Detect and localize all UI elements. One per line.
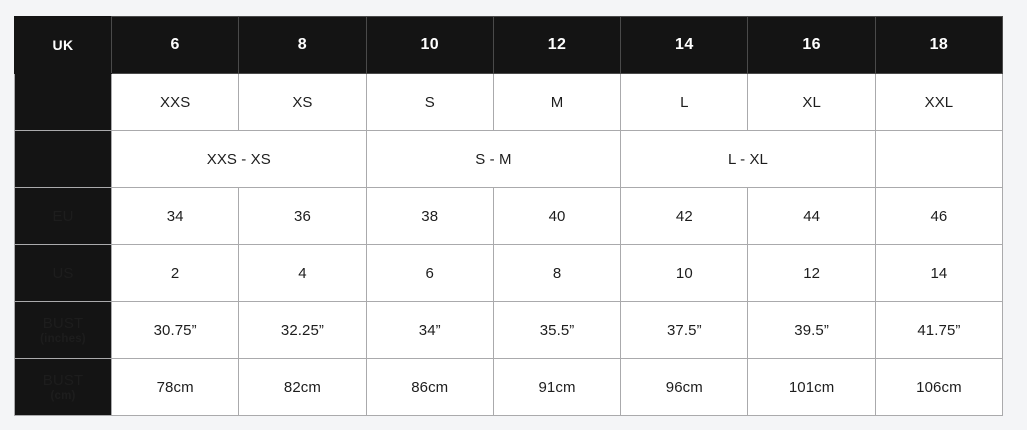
size-chart-container: UK 6 8 10 12 14 16 18 XXS XS S M L X (14, 16, 1004, 416)
row-label-uk: UK (14, 16, 112, 74)
cell-eu-0: 34 (110, 187, 240, 245)
cell-letter-0: XXS (110, 73, 240, 131)
cell-uk-6: 18 (874, 16, 1004, 74)
cell-bust-cm-3: 91cm (492, 358, 622, 416)
table-row-uk: UK 6 8 10 12 14 16 18 (14, 16, 1004, 74)
row-label-unit: (cm) (50, 390, 76, 402)
row-label-text: BUST (42, 372, 84, 389)
table-row-size-range: XXS - XS S - M L - XL (14, 130, 1004, 188)
row-label-text: EU (52, 207, 74, 225)
cell-eu-3: 40 (492, 187, 622, 245)
table-row-letter-size: XXS XS S M L XL XXL (14, 73, 1004, 131)
cell-uk-3: 12 (492, 16, 622, 74)
cell-us-4: 10 (620, 244, 749, 302)
cell-eu-5: 44 (747, 187, 876, 245)
cell-uk-1: 8 (238, 16, 367, 74)
cell-bust-in-0: 30.75” (110, 301, 240, 359)
cell-bust-in-4: 37.5” (620, 301, 749, 359)
cell-letter-1: XS (238, 73, 367, 131)
row-label-bust-cm: BUST (cm) (14, 358, 112, 416)
size-chart-body: UK 6 8 10 12 14 16 18 XXS XS S M L X (14, 16, 1004, 416)
cell-bust-in-2: 34” (365, 301, 494, 359)
cell-us-0: 2 (110, 244, 240, 302)
cell-eu-6: 46 (874, 187, 1004, 245)
cell-range-0: XXS - XS (111, 130, 367, 188)
cell-range-3 (874, 130, 1004, 188)
table-row-bust-cm: BUST (cm) 78cm 82cm 86cm 91cm 96cm 101cm… (14, 358, 1004, 416)
row-label-eu: EU (14, 187, 112, 245)
cell-letter-2: S (365, 73, 494, 131)
cell-bust-in-3: 35.5” (492, 301, 622, 359)
cell-bust-cm-5: 101cm (747, 358, 876, 416)
row-label-us: US (14, 244, 112, 302)
cell-bust-cm-4: 96cm (620, 358, 749, 416)
cell-eu-2: 38 (365, 187, 494, 245)
table-row-eu: EU 34 36 38 40 42 44 46 (14, 187, 1004, 245)
cell-uk-5: 16 (747, 16, 876, 74)
cell-eu-1: 36 (238, 187, 367, 245)
cell-bust-in-1: 32.25” (238, 301, 367, 359)
cell-us-2: 6 (365, 244, 494, 302)
cell-us-5: 12 (747, 244, 876, 302)
cell-bust-cm-1: 82cm (238, 358, 367, 416)
cell-us-1: 4 (238, 244, 367, 302)
cell-letter-6: XXL (874, 73, 1004, 131)
cell-letter-4: L (620, 73, 749, 131)
row-label-unit: (inches) (40, 333, 86, 345)
size-chart-table: UK 6 8 10 12 14 16 18 XXS XS S M L X (14, 16, 1004, 416)
cell-bust-in-6: 41.75” (874, 301, 1004, 359)
table-row-bust-inches: BUST (inches) 30.75” 32.25” 34” 35.5” 37… (14, 301, 1004, 359)
cell-range-1: S - M (365, 130, 622, 188)
row-label-text: UK (52, 37, 74, 53)
cell-range-2: L - XL (620, 130, 876, 188)
cell-bust-cm-0: 78cm (110, 358, 240, 416)
row-label-bust-inches: BUST (inches) (14, 301, 112, 359)
table-row-us: US 2 4 6 8 10 12 14 (14, 244, 1004, 302)
cell-letter-3: M (492, 73, 622, 131)
row-label-letter-size (14, 73, 112, 131)
cell-letter-5: XL (747, 73, 876, 131)
cell-us-3: 8 (492, 244, 622, 302)
cell-uk-4: 14 (620, 16, 749, 74)
cell-us-6: 14 (874, 244, 1004, 302)
cell-bust-cm-2: 86cm (365, 358, 494, 416)
cell-uk-0: 6 (110, 16, 240, 74)
cell-eu-4: 42 (620, 187, 749, 245)
cell-bust-cm-6: 106cm (874, 358, 1004, 416)
row-label-text: US (52, 264, 74, 282)
row-label-size-range (14, 130, 112, 188)
cell-uk-2: 10 (365, 16, 494, 74)
row-label-text: BUST (42, 315, 84, 332)
cell-bust-in-5: 39.5” (747, 301, 876, 359)
